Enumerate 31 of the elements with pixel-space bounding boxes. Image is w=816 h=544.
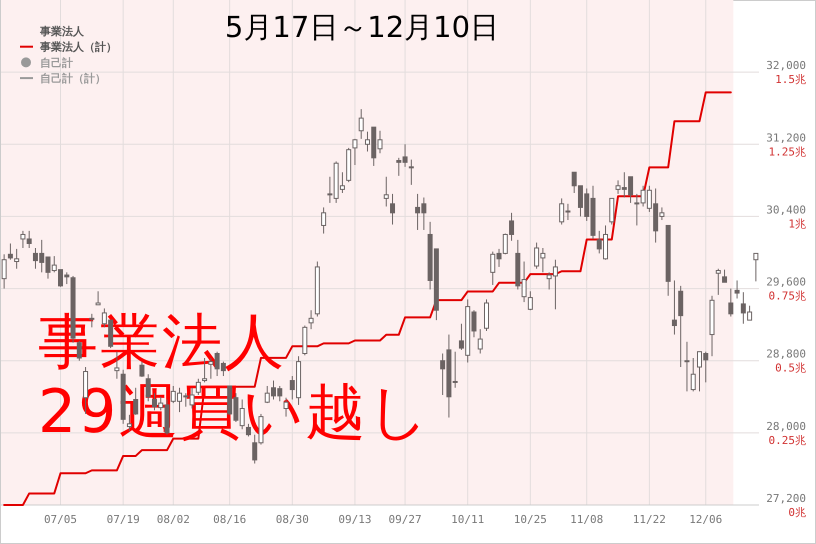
x-tick-label: 11/22: [632, 513, 666, 526]
x-tick-label: 12/06: [689, 513, 722, 526]
x-tick-label: 08/02: [156, 513, 190, 526]
x-tick-label: 07/05: [44, 513, 78, 526]
y2-tick-label: 1兆: [788, 217, 806, 230]
y-tick-label: 31,200: [766, 131, 806, 144]
y-tick-label: 28,000: [766, 420, 806, 433]
x-tick-label: 09/27: [388, 513, 422, 526]
x-tick-label: 10/11: [451, 513, 484, 526]
chart-title: 5月17日～12月10日: [224, 10, 500, 44]
x-tick-label: 09/13: [338, 513, 372, 526]
y2-tick-label: 0兆: [788, 506, 806, 519]
x-tick-label: 08/30: [276, 513, 309, 526]
y2-tick-label: 1.25兆: [768, 145, 806, 158]
y-tick-label: 32,000: [766, 59, 806, 72]
y2-tick-label: 1.5兆: [775, 73, 806, 86]
x-tick-label: 10/25: [514, 513, 547, 526]
x-tick-label: 08/16: [213, 513, 246, 526]
y-tick-label: 30,400: [766, 203, 806, 216]
legend-label: 事業法人（計）: [39, 40, 117, 54]
y-tick-label: 27,200: [766, 492, 806, 505]
x-tick-label: 07/19: [106, 513, 140, 526]
y2-tick-label: 0.5兆: [775, 362, 806, 375]
legend-label: 自己計（計）: [40, 72, 106, 86]
y-tick-label: 29,600: [766, 276, 806, 289]
x-tick-label: 11/08: [570, 513, 604, 526]
y-tick-label: 28,800: [766, 348, 806, 361]
y2-tick-label: 0.25兆: [768, 434, 806, 447]
legend-label: 自己計: [40, 56, 73, 70]
y2-tick-label: 0.75兆: [768, 290, 806, 303]
legend-label: 事業法人: [39, 25, 85, 38]
